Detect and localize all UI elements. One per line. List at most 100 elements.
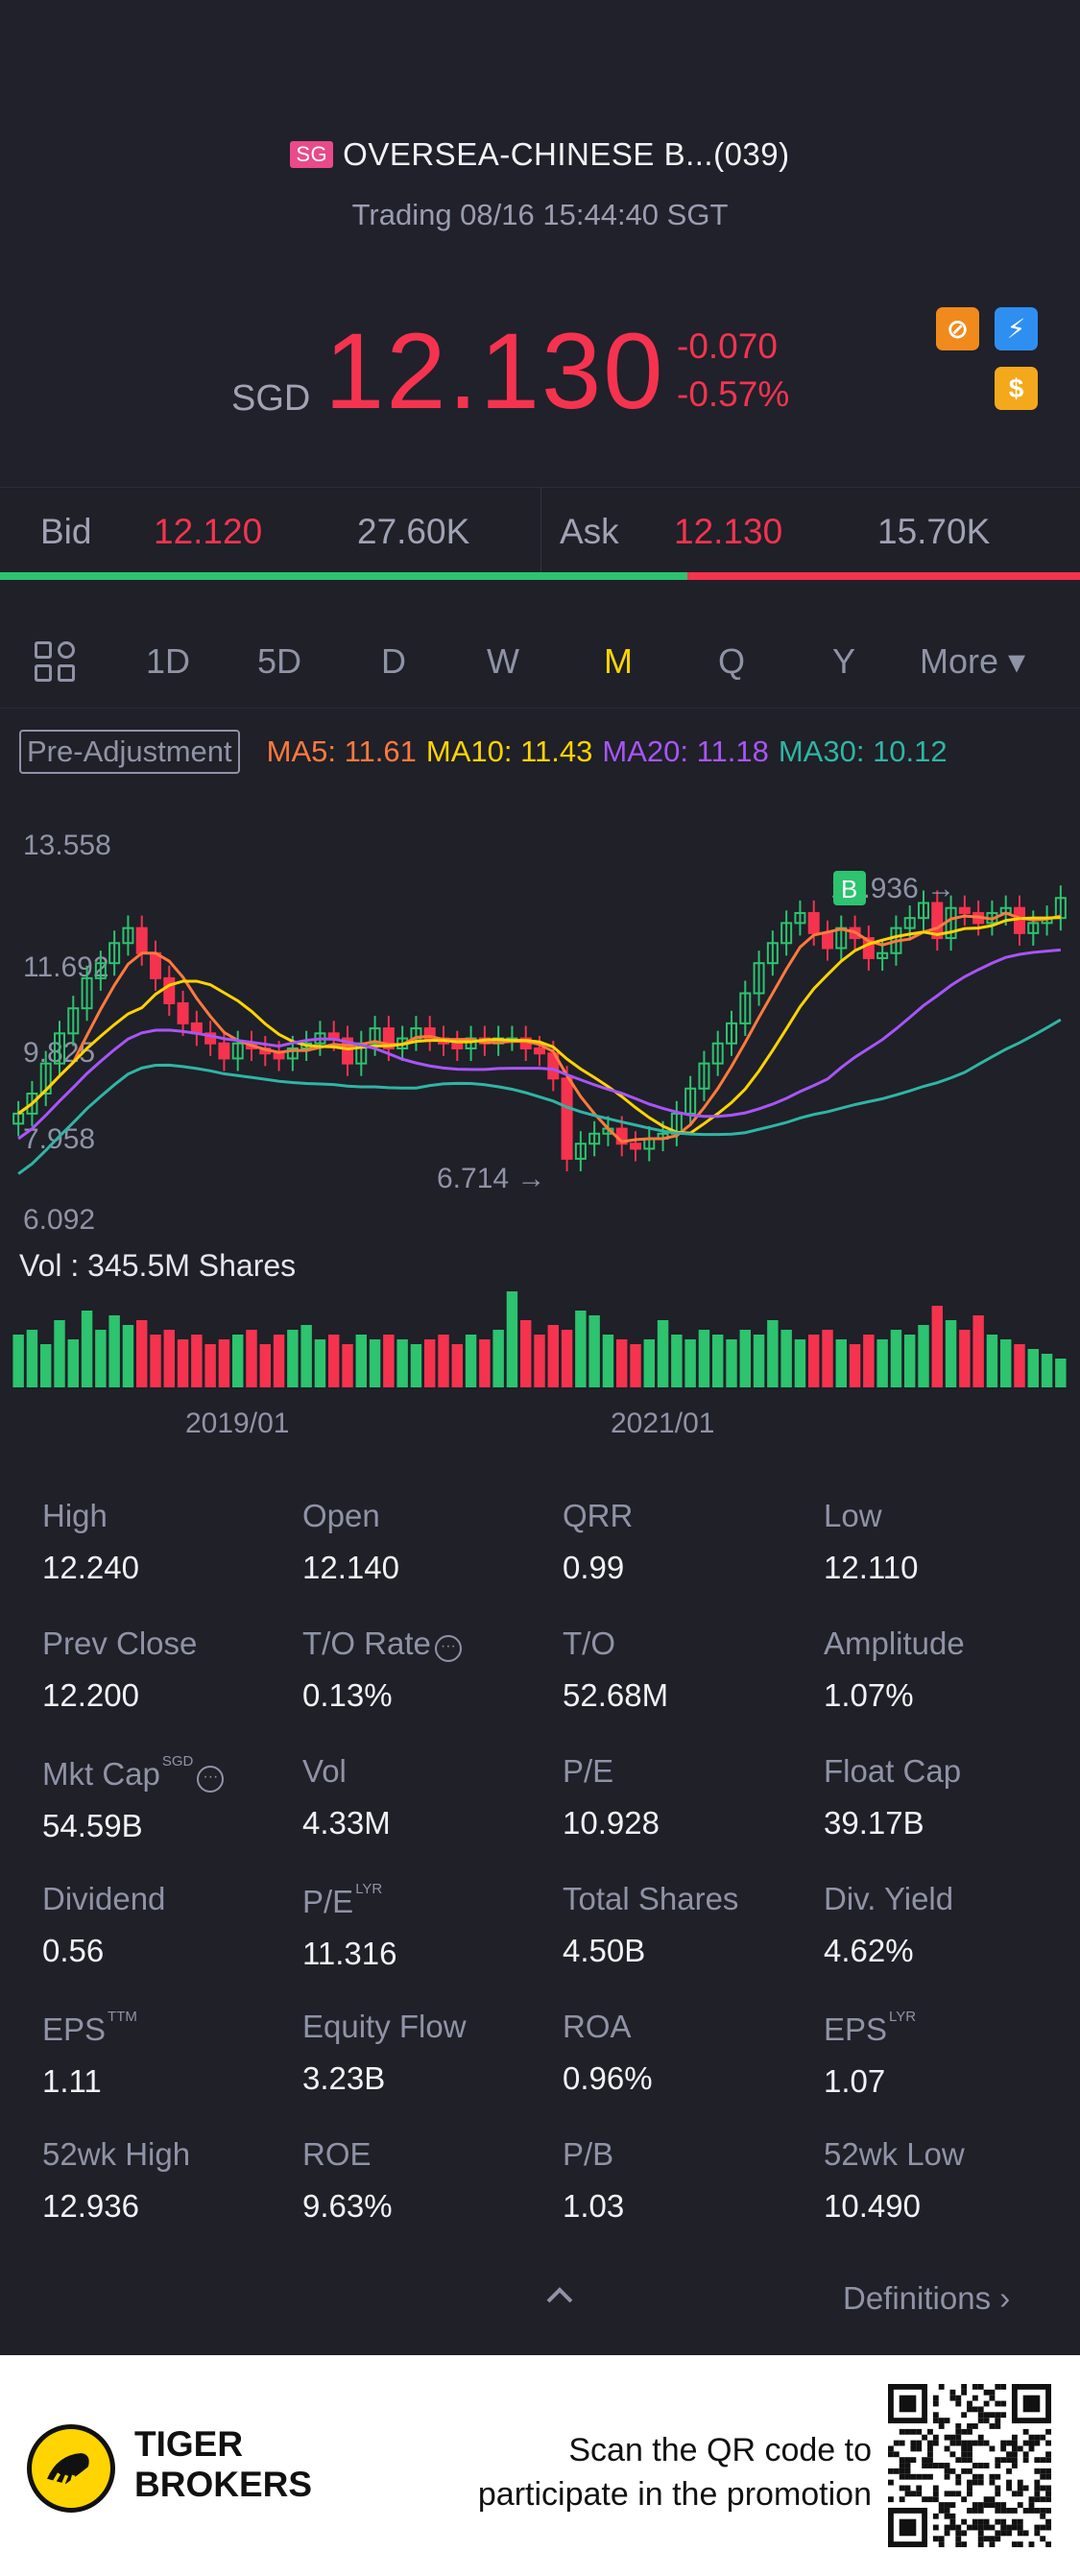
volume-bar (383, 1335, 395, 1387)
stat-value: 12.240 (42, 1550, 139, 1585)
quote-header: SG OVERSEA-CHINESE B...(039) Trading 08/1… (0, 0, 1080, 485)
stat-label-text: EPS (824, 2011, 888, 2047)
stat-label-text: Total Shares (563, 1881, 739, 1916)
candle-body (753, 962, 765, 995)
stat-value: 1.07% (824, 1677, 914, 1713)
no-short-icon[interactable]: ⊘ (936, 307, 979, 350)
definitions-link[interactable]: Definitions › (843, 2280, 1011, 2316)
candle-body (163, 976, 176, 1004)
candle-body (369, 1027, 381, 1045)
volume-bar (273, 1335, 285, 1387)
volume-bar (191, 1335, 203, 1387)
volume-bar (369, 1339, 381, 1387)
stats-grid: High 12.240 Open 12.140 QRR 0.99 Low 12.110 Prev… (0, 1498, 1080, 2343)
candle-body (108, 942, 121, 965)
stat-value: 4.50B (563, 1933, 646, 1968)
volume-bar (465, 1335, 477, 1387)
stat-item: P/E LYR 11.316 (302, 1881, 562, 1972)
stat-label: P/B (563, 2136, 822, 2173)
volume-bar (630, 1344, 641, 1387)
volume-bar (890, 1330, 902, 1387)
stat-label-text: Dividend (42, 1881, 166, 1916)
volume-bar (534, 1335, 545, 1387)
candle-body (231, 1042, 244, 1060)
candle-body (534, 1047, 545, 1055)
stat-label-suffix: LYR (355, 1881, 383, 1897)
stat-item: EPS LYR 1.07 (824, 2009, 1080, 2100)
bid-label: Bid (40, 512, 92, 551)
stat-value: 12.140 (302, 1550, 399, 1585)
x-tick-label: 2021/01 (611, 1408, 714, 1439)
volume-bar (232, 1335, 244, 1387)
volume-bar (122, 1325, 134, 1387)
tab-1d[interactable]: 1D (146, 641, 191, 681)
lightning-icon[interactable]: ⚡ (995, 307, 1038, 350)
tab-q[interactable]: Q (718, 641, 746, 681)
price-change: -0.070 -0.57% (677, 323, 789, 419)
tab-d[interactable]: D (381, 641, 406, 681)
volume-bar (986, 1335, 998, 1387)
more-dropdown[interactable]: More ▾ (920, 641, 1026, 681)
candle-body (958, 906, 971, 914)
stock-title[interactable]: SG OVERSEA-CHINESE B...(039) (0, 136, 1080, 173)
candle-body (588, 1132, 601, 1145)
stat-label-suffix: TTM (108, 2009, 137, 2025)
stat-label-text: Low (824, 1498, 882, 1533)
volume-bar (328, 1335, 340, 1387)
stat-value: 54.59B (42, 1808, 143, 1843)
volume-bar (355, 1335, 367, 1387)
stat-label: Low (824, 1498, 1080, 1534)
stat-value: 4.33M (302, 1805, 391, 1841)
stat-value: 11.316 (302, 1936, 397, 1971)
volume-bar (1014, 1344, 1025, 1387)
promo-text: Scan the QR code to participate in the p… (478, 2428, 872, 2516)
y-tick-label: 11.692 (23, 951, 109, 983)
stat-value: 52.68M (563, 1677, 669, 1713)
candle-body (918, 902, 929, 920)
candle-body (931, 902, 944, 940)
stat-item: Equity Flow 3.23B (302, 2009, 562, 2097)
stat-item: High 12.240 (42, 1498, 301, 1586)
info-icon[interactable]: ··· (434, 1635, 462, 1662)
stat-label: 52wk Low (824, 2136, 1080, 2173)
ask-label: Ask (560, 512, 619, 551)
candle-body (451, 1042, 464, 1049)
qr-code[interactable] (888, 2384, 1051, 2547)
stat-label: 52wk High (42, 2136, 301, 2173)
volume-bar (396, 1339, 408, 1387)
stat-label-text: 52wk High (42, 2136, 191, 2172)
volume-bar (163, 1330, 175, 1387)
stat-label-text: Float Cap (824, 1753, 962, 1789)
candle-body (67, 1007, 80, 1035)
promo-line2: participate in the promotion (477, 2476, 872, 2513)
stat-label-text: Vol (302, 1753, 347, 1789)
candle-body (630, 1143, 641, 1150)
pre-adjustment-button[interactable]: Pre-Adjustment (19, 730, 240, 774)
bid-size: 27.60K (357, 512, 470, 551)
tab-w[interactable]: W (487, 641, 519, 681)
tab-m[interactable]: M (604, 641, 633, 681)
bid-ask-row[interactable]: Bid 12.120 27.60K Ask 12.130 15.70K (0, 487, 1080, 578)
volume-bar (177, 1339, 189, 1387)
ask-size: 15.70K (877, 512, 991, 551)
candlestick-chart[interactable]: 13.558 11.692 9.825 7.958 6.092 12.936 →… (0, 811, 1080, 1445)
buy-marker[interactable] (833, 871, 866, 905)
stat-item: Dividend 0.56 (42, 1881, 301, 1969)
info-icon[interactable]: ··· (197, 1766, 225, 1793)
volume-bar (451, 1344, 463, 1387)
tab-5d[interactable]: 5D (257, 641, 302, 681)
tab-y[interactable]: Y (832, 641, 856, 681)
stat-label-text: Open (302, 1498, 380, 1533)
volume-bar (959, 1330, 971, 1387)
collapse-chevron-icon[interactable] (542, 2280, 577, 2309)
ma30-line (17, 1018, 1062, 1175)
grid-icon[interactable] (35, 641, 77, 684)
volume-bar (904, 1335, 916, 1387)
volume-bar (753, 1335, 765, 1387)
buy-marker-label: B (841, 875, 857, 903)
dollar-icon[interactable]: $ (995, 367, 1038, 410)
stat-value: 0.96% (563, 2060, 653, 2096)
ma10-line (17, 916, 1061, 1135)
stat-value: 10.490 (824, 2188, 921, 2224)
stat-value: 1.11 (42, 2063, 102, 2099)
